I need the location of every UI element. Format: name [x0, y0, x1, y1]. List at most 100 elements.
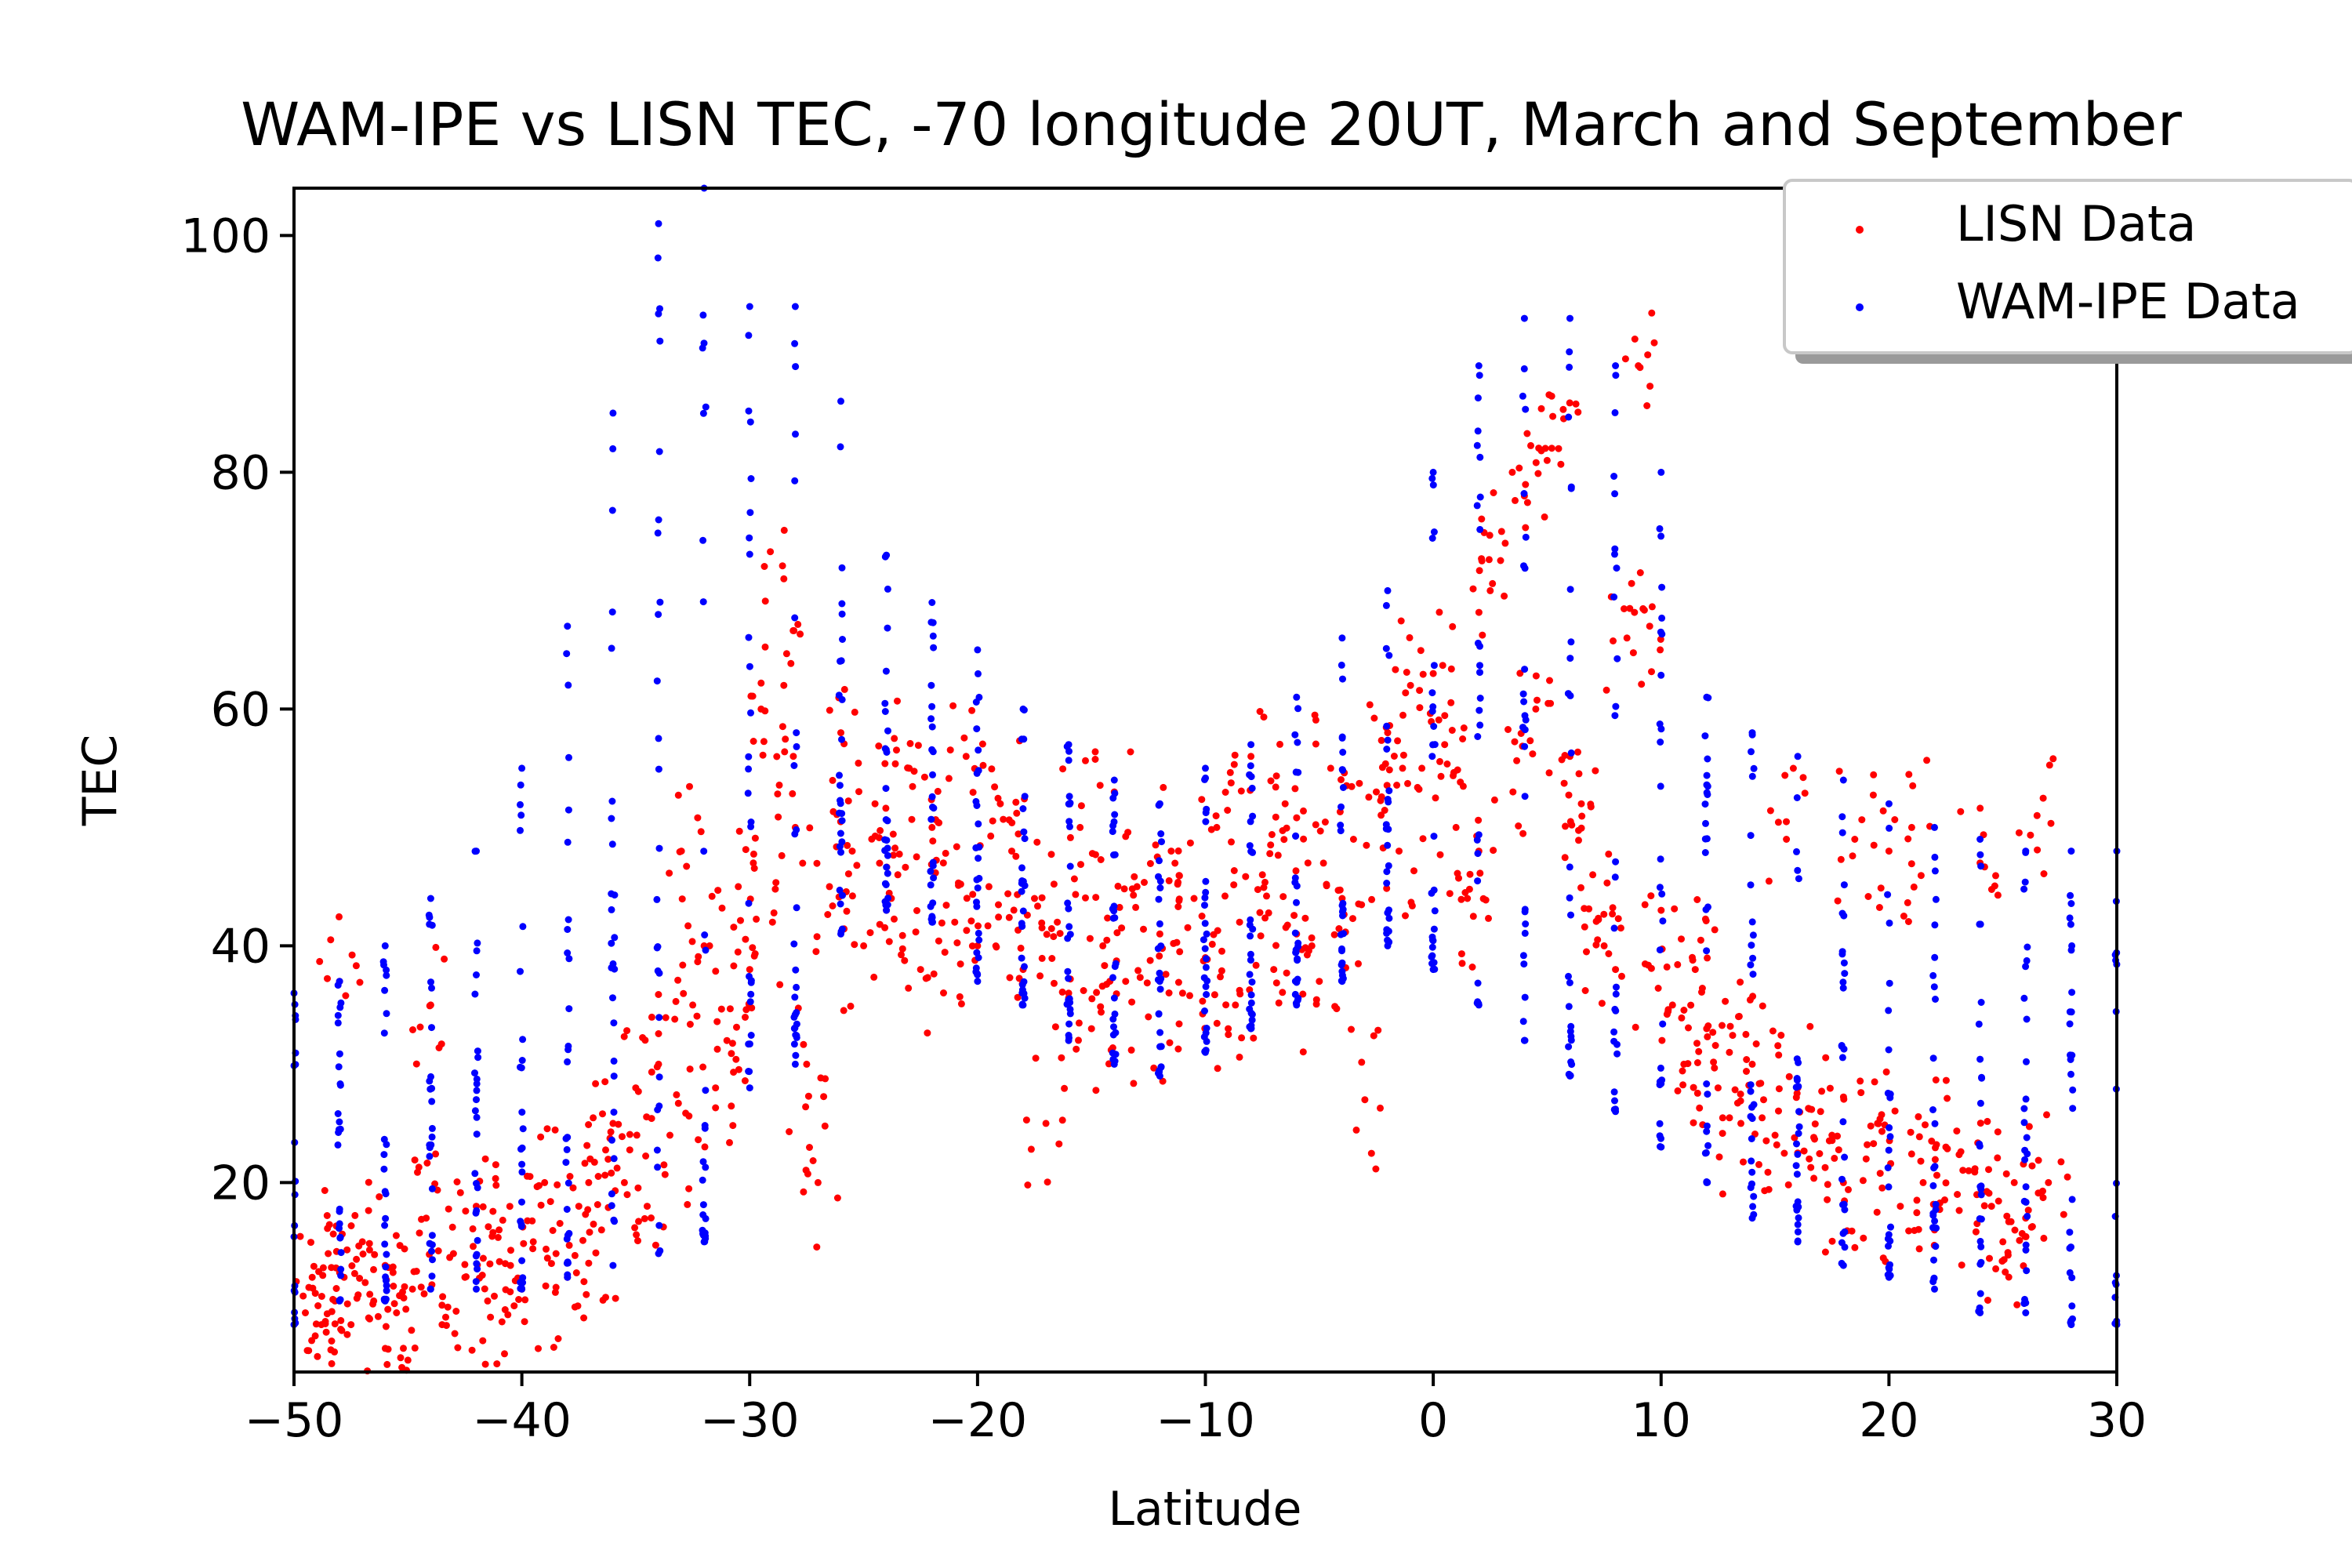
wamipe-point	[883, 863, 891, 871]
lisn-point	[356, 1275, 364, 1282]
wamipe-point	[564, 1232, 572, 1239]
wamipe-point	[1473, 502, 1481, 510]
lisn-point	[786, 1128, 793, 1135]
lisn-point	[1005, 816, 1013, 824]
lisn-point	[582, 1210, 590, 1218]
lisn-point	[501, 1306, 509, 1313]
lisn-point	[613, 1164, 621, 1172]
wamipe-point	[1291, 879, 1299, 887]
wamipe-point	[610, 1216, 618, 1224]
wamipe-point	[1248, 1011, 1256, 1018]
lisn-point	[1545, 769, 1553, 777]
lisn-point	[1238, 1034, 1246, 1042]
lisn-point	[644, 1203, 651, 1210]
lisn-point	[686, 1065, 694, 1073]
lisn-point	[1087, 1025, 1095, 1033]
wamipe-point	[1887, 1223, 1894, 1231]
wamipe-point	[654, 529, 662, 537]
lisn-point	[776, 981, 784, 989]
wamipe-point	[1018, 920, 1025, 927]
lisn-point	[1217, 973, 1224, 981]
lisn-point	[1769, 1027, 1777, 1035]
lisn-point	[1402, 912, 1409, 920]
lisn-point	[1096, 782, 1104, 789]
lisn-point	[1448, 727, 1456, 734]
lisn-point	[556, 1220, 564, 1227]
lisn-point	[365, 1207, 372, 1214]
wamipe-point	[655, 1102, 663, 1110]
wamipe-point	[518, 1168, 526, 1176]
lisn-point	[771, 885, 779, 893]
lisn-point	[634, 1087, 642, 1095]
lisn-point	[579, 1236, 586, 1244]
wamipe-point	[1611, 712, 1619, 720]
lisn-point	[782, 735, 789, 743]
lisn-point	[757, 679, 765, 687]
wamipe-point	[2022, 1198, 2030, 1206]
lisn-point	[1301, 944, 1309, 952]
lisn-point	[1131, 873, 1138, 880]
wamipe-point	[1565, 1043, 1573, 1051]
wamipe-point	[1475, 831, 1483, 839]
lisn-point	[1944, 1145, 1951, 1152]
wamipe-point	[428, 1232, 436, 1240]
lisn-point	[389, 1263, 397, 1271]
lisn-point	[1299, 1048, 1307, 1056]
lisn-point	[1512, 496, 1519, 504]
lisn-point	[1693, 1089, 1701, 1097]
wamipe-point	[1018, 989, 1026, 997]
wamipe-point	[1839, 1229, 1847, 1237]
lisn-point	[1575, 837, 1582, 844]
lisn-point	[1330, 931, 1338, 938]
lisn-point	[401, 1283, 408, 1290]
lisn-point	[1994, 1154, 2002, 1162]
lisn-point	[806, 824, 814, 832]
lisn-point	[974, 942, 982, 949]
lisn-point	[1457, 950, 1465, 958]
lisn-point	[416, 1229, 423, 1237]
lisn-point	[1221, 892, 1229, 900]
lisn-point	[343, 1300, 351, 1308]
lisn-point	[404, 1356, 412, 1364]
wamipe-point	[700, 848, 708, 855]
lisn-point	[1623, 634, 1631, 642]
lisn-point	[623, 1191, 631, 1199]
lisn-point	[1800, 1147, 1808, 1155]
wamipe-point	[473, 971, 480, 978]
lisn-point	[1076, 823, 1084, 831]
lisn-point	[1370, 714, 1378, 722]
wamipe-point	[1886, 919, 1893, 927]
lisn-point	[1402, 689, 1410, 697]
wamipe-point	[427, 1073, 434, 1080]
wamipe-point	[1838, 1239, 1846, 1247]
lisn-point	[694, 814, 702, 822]
wamipe-point	[1929, 1106, 1936, 1113]
lisn-point	[355, 1242, 363, 1250]
lisn-point	[1532, 672, 1540, 680]
lisn-point	[1955, 1207, 1963, 1214]
wamipe-point	[474, 1054, 482, 1062]
wamipe-point	[1474, 427, 1482, 435]
wamipe-point	[1567, 1022, 1575, 1030]
lisn-point	[1628, 579, 1635, 587]
lisn-point	[1490, 796, 1498, 804]
lisn-point	[968, 942, 976, 950]
lisn-point	[597, 1226, 605, 1234]
wamipe-point	[700, 1238, 708, 1246]
wamipe-point	[1202, 1048, 1209, 1056]
wamipe-point	[1201, 894, 1209, 902]
lisn-point	[1547, 699, 1555, 707]
lisn-point	[2060, 1210, 2067, 1218]
lisn-point	[1870, 841, 1878, 849]
lisn-point	[1212, 812, 1220, 820]
wamipe-point	[1476, 453, 1484, 461]
lisn-point	[489, 1207, 497, 1215]
lisn-point	[1128, 885, 1136, 893]
wamipe-point	[609, 1261, 617, 1269]
wamipe-point	[1247, 818, 1254, 826]
lisn-point	[860, 942, 868, 949]
wamipe-point	[838, 817, 846, 825]
lisn-point	[1737, 1120, 1744, 1127]
lisn-point	[1075, 1036, 1082, 1044]
